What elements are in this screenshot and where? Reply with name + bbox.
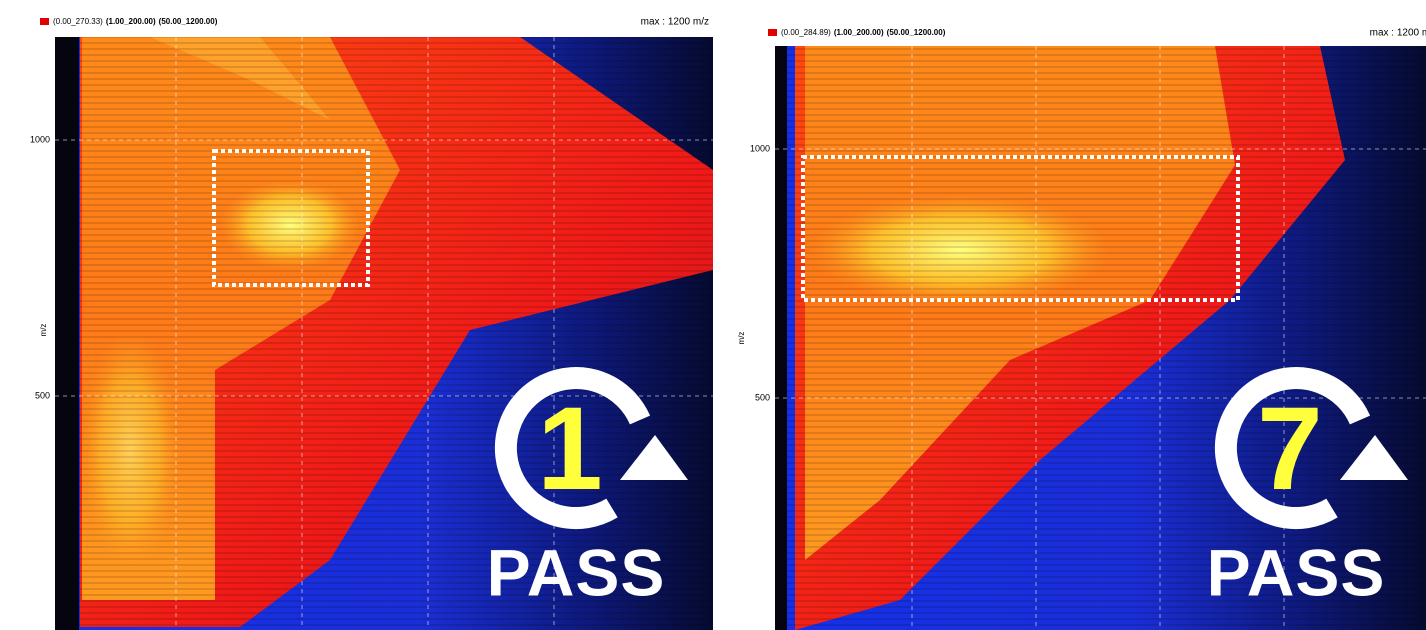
legend-swatch xyxy=(768,29,777,36)
heatmap xyxy=(775,46,1426,630)
y-tick-label: 500 xyxy=(755,392,770,402)
max-label: max : 1200 m/z xyxy=(1370,28,1426,39)
legend-time: (1.00_200.00) xyxy=(106,17,156,26)
grid xyxy=(55,37,1426,630)
heatmap xyxy=(55,37,713,630)
y-tick-label: 1000 xyxy=(750,143,770,153)
cycle-icon xyxy=(494,367,1371,529)
legend-text: (0.00_270.33) (1.00_200.00) (50.00_1200.00… xyxy=(53,17,218,26)
y-tick-label: 1000 xyxy=(30,134,50,144)
highlight-box xyxy=(212,149,370,287)
badge-number: 1 xyxy=(537,383,603,515)
cycle-arrowhead xyxy=(620,435,1408,480)
y-axis-label: m/z xyxy=(39,324,48,337)
legend-intensity: (0.00_270.33) xyxy=(53,17,103,26)
y-tick-label: 500 xyxy=(35,390,50,400)
max-label: max : 1200 m/z xyxy=(641,17,709,28)
legend-text: (0.00_284.89) (1.00_200.00) (50.00_1200.00… xyxy=(781,28,946,37)
highlight-box xyxy=(801,155,1240,302)
legend-mass: (50.00_1200.00) xyxy=(159,17,218,26)
badge-label: PASS xyxy=(487,535,666,609)
legend-intensity: (0.00_284.89) xyxy=(781,28,831,37)
legend-time: (1.00_200.00) xyxy=(834,28,884,37)
y-axis-label: m/z xyxy=(737,332,746,345)
badge-number: 7 xyxy=(1257,383,1323,515)
legend-swatch xyxy=(40,18,49,25)
badge-label: PASS xyxy=(1207,535,1386,609)
legend-mass: (50.00_1200.00) xyxy=(887,28,946,37)
